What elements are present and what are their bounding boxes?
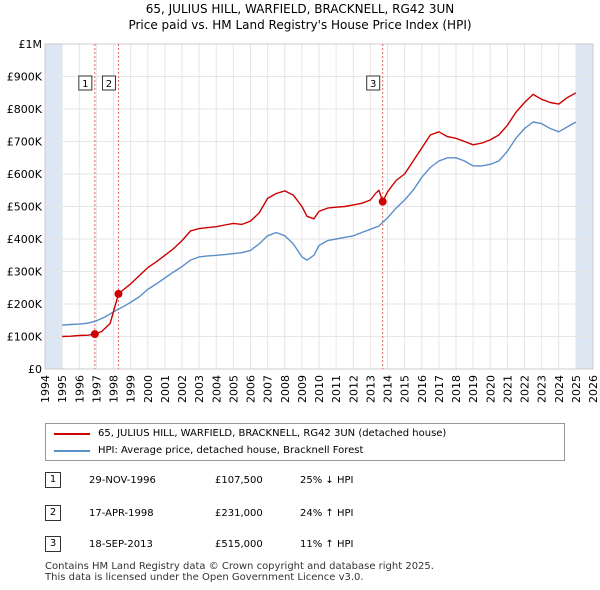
footer-copyright: Contains HM Land Registry data © Crown c… xyxy=(45,561,434,572)
x-tick-label: 2007 xyxy=(262,375,275,403)
x-tick-label: 2020 xyxy=(484,375,497,403)
transaction-row: 1 29-NOV-1996 £107,500 25% ↓ HPI xyxy=(45,471,565,491)
y-tick-label: £1M xyxy=(19,38,43,51)
hpi-line xyxy=(62,121,577,326)
x-tick-label: 2019 xyxy=(467,375,480,403)
x-tick-label: 2024 xyxy=(553,375,566,403)
x-tick-label: 2013 xyxy=(364,375,377,403)
x-tick-label: 2005 xyxy=(227,375,240,403)
property-price-line xyxy=(62,92,577,338)
y-tick-label: £0 xyxy=(28,363,42,376)
chart-legend: 65, JULIUS HILL, WARFIELD, BRACKNELL, RG… xyxy=(45,423,565,461)
x-tick-label: 2023 xyxy=(536,375,549,403)
legend-property-swatch xyxy=(54,433,90,435)
transaction-number-badge: 1 xyxy=(45,472,61,488)
y-tick-label: £600K xyxy=(7,168,43,181)
transaction-price: £107,500 xyxy=(215,475,263,486)
x-tick-label: 2016 xyxy=(416,375,429,403)
transaction-label-box xyxy=(78,75,93,91)
plot-area-frame xyxy=(44,43,594,370)
x-tick-label: 1999 xyxy=(125,375,138,403)
transaction-label-box xyxy=(366,75,381,91)
x-tick-label: 2011 xyxy=(330,375,343,403)
transaction-number-badge: 2 xyxy=(45,505,61,521)
x-tick-label: 2009 xyxy=(296,375,309,403)
x-tick-label: 2015 xyxy=(399,375,412,403)
y-tick-label: £800K xyxy=(7,103,43,116)
y-tick-label: £300K xyxy=(7,266,43,279)
transaction-price: £515,000 xyxy=(215,539,263,550)
transaction-label: 3 xyxy=(370,79,376,90)
x-tick-label: 2002 xyxy=(176,375,189,403)
transaction-number-badge: 3 xyxy=(45,536,61,552)
transaction-date: 17-APR-1998 xyxy=(89,508,154,519)
x-tick-label: 1997 xyxy=(90,375,103,403)
x-tick-label: 2021 xyxy=(501,375,514,403)
transaction-date: 29-NOV-1996 xyxy=(89,475,156,486)
transaction-label: 1 xyxy=(82,79,88,90)
transaction-price: £231,000 xyxy=(215,508,263,519)
legend-hpi-swatch xyxy=(54,450,90,452)
x-tick-label: 2004 xyxy=(210,375,223,403)
y-tick-label: £700K xyxy=(7,136,43,149)
x-tick-label: 2010 xyxy=(313,375,326,403)
chart-title-line1: 65, JULIUS HILL, WARFIELD, BRACKNELL, RG… xyxy=(145,2,455,16)
transaction-hpi-diff: 24% ↑ HPI xyxy=(300,508,354,519)
transaction-label-box xyxy=(101,75,116,91)
x-tick-label: 2014 xyxy=(382,375,395,403)
x-tick-label: 2001 xyxy=(159,375,172,403)
transaction-date: 18-SEP-2013 xyxy=(89,539,153,550)
transaction-label: 2 xyxy=(106,79,112,90)
legend-property-label: 65, JULIUS HILL, WARFIELD, BRACKNELL, RG… xyxy=(98,428,447,439)
transaction-hpi-diff: 25% ↓ HPI xyxy=(300,475,354,486)
chart-title-line2: Price paid vs. HM Land Registry's House … xyxy=(128,18,472,32)
x-tick-label: 1995 xyxy=(56,375,69,403)
x-tick-label: 1996 xyxy=(73,375,86,403)
transaction-point xyxy=(378,197,387,206)
x-tick-label: 2000 xyxy=(142,375,155,403)
transaction-hpi-diff: 11% ↑ HPI xyxy=(300,539,354,550)
transaction-row: 2 17-APR-1998 £231,000 24% ↑ HPI xyxy=(45,504,565,524)
legend-hpi-label: HPI: Average price, detached house, Brac… xyxy=(98,445,364,456)
footer-license: This data is licensed under the Open Gov… xyxy=(45,572,364,583)
x-tick-label: 2022 xyxy=(519,375,532,403)
footer-notice: Contains HM Land Registry data © Crown c… xyxy=(45,561,434,583)
x-tick-label: 1998 xyxy=(108,375,121,403)
y-tick-label: £400K xyxy=(7,233,43,246)
x-tick-label: 2026 xyxy=(587,375,600,403)
x-tick-label: 2008 xyxy=(279,375,292,403)
y-tick-label: £200K xyxy=(7,298,43,311)
transaction-point xyxy=(114,289,123,298)
transaction-point xyxy=(90,330,99,339)
transaction-row: 3 18-SEP-2013 £515,000 11% ↑ HPI xyxy=(45,535,565,555)
y-tick-label: £900K xyxy=(7,71,43,84)
x-tick-label: 2006 xyxy=(245,375,258,403)
x-tick-label: 2018 xyxy=(450,375,463,403)
x-tick-label: 2003 xyxy=(193,375,206,403)
x-tick-label: 2017 xyxy=(433,375,446,403)
price-chart: £0 £100K £200K £300K £400K £500K £600K £700K £80… xyxy=(7,38,600,403)
y-tick-label: £500K xyxy=(7,201,43,214)
x-tick-label: 1994 xyxy=(39,375,52,403)
x-tick-label: 2025 xyxy=(570,375,583,403)
y-tick-label: £100K xyxy=(7,331,43,344)
x-tick-label: 2012 xyxy=(347,375,360,403)
